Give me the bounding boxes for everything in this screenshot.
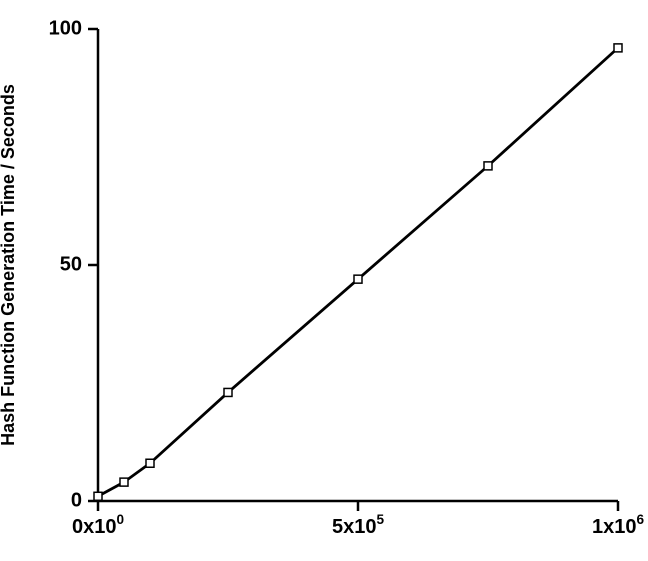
hash-generation-time-chart: 0501000x1005x1051x106Hash Function Gener… (0, 0, 648, 561)
chart-svg: 0501000x1005x1051x106Hash Function Gener… (0, 0, 648, 561)
y-tick-label: 100 (49, 17, 82, 39)
data-marker (614, 44, 622, 52)
y-axis-title: Hash Function Generation Time / Seconds (0, 84, 18, 446)
y-tick-label: 0 (71, 489, 82, 511)
data-marker (120, 478, 128, 486)
data-marker (224, 388, 232, 396)
data-marker (94, 492, 102, 500)
data-marker (146, 459, 154, 467)
data-marker (484, 162, 492, 170)
data-marker (354, 275, 362, 283)
y-tick-label: 50 (60, 253, 82, 275)
x-tick-label: 0x100 (72, 512, 124, 538)
